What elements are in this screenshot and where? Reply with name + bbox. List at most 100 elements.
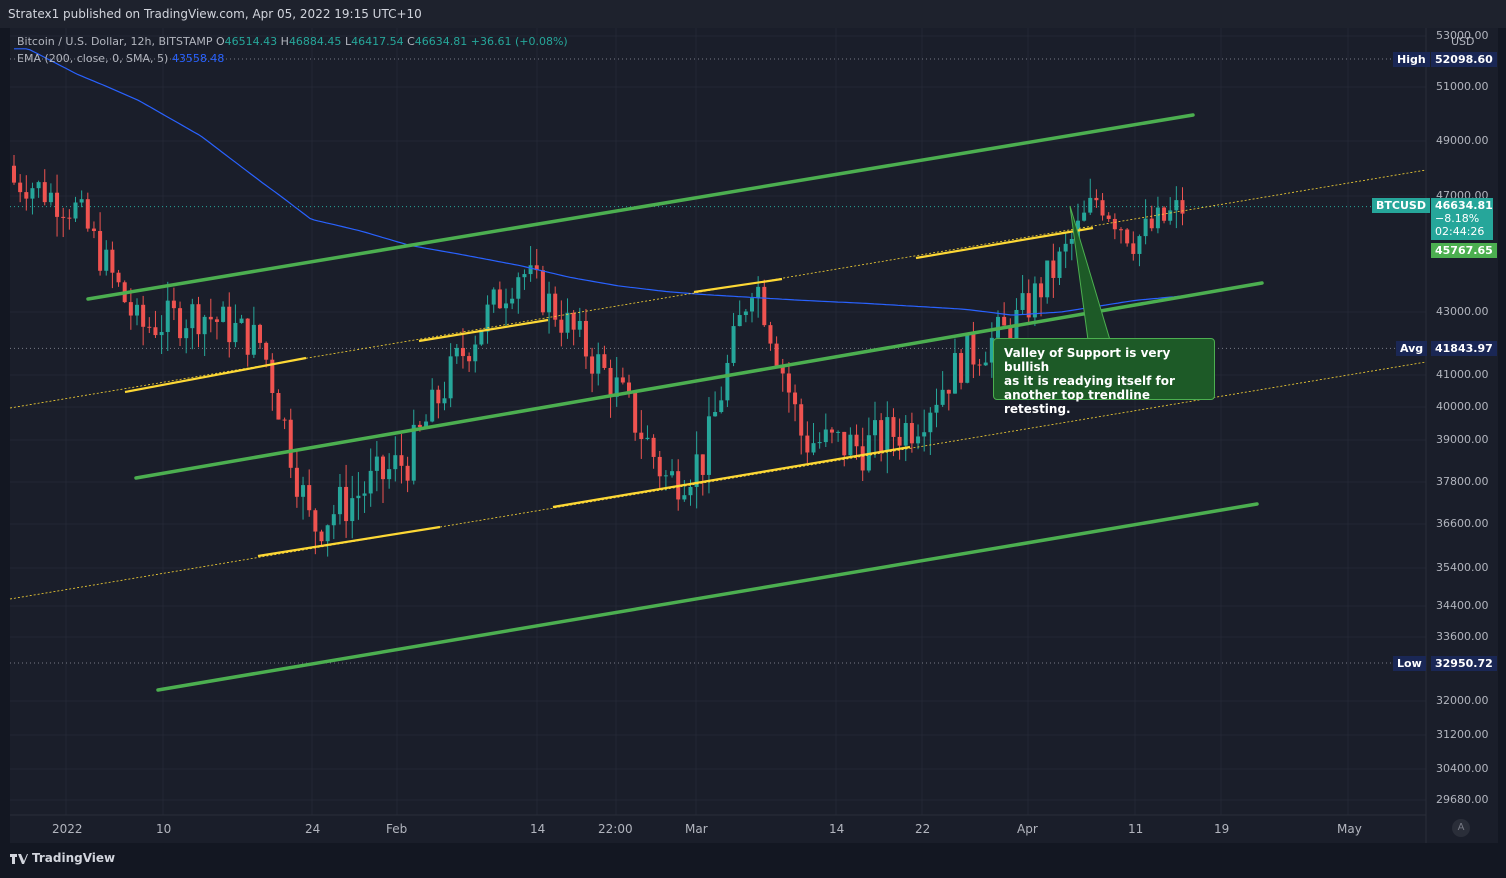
candle-165 xyxy=(1026,279,1031,324)
avg-tag-label: Avg xyxy=(1396,341,1428,356)
date-tick-3: Feb xyxy=(386,822,408,836)
candle-body xyxy=(1125,229,1130,244)
candle-105 xyxy=(657,450,662,490)
candle-104 xyxy=(651,434,656,469)
candle-body xyxy=(202,316,207,335)
close-label: C xyxy=(407,35,415,48)
trendline-drawings xyxy=(9,113,1427,692)
annotation-line-3: another top trendline retesting. xyxy=(1004,388,1150,416)
price-tick-15: 30400.00 xyxy=(1436,762,1489,775)
candle-174 xyxy=(1082,200,1087,222)
candle-body xyxy=(1131,243,1136,254)
symbol-price: 46634.81 xyxy=(1435,199,1493,212)
candle-78 xyxy=(491,287,496,313)
candle-body xyxy=(270,359,275,394)
candle-body xyxy=(128,302,133,316)
ema-label: EMA (200, close, 0, SMA, 5) xyxy=(17,52,169,65)
candle-body xyxy=(208,316,213,320)
annotation-line-2: as it is readying itself for xyxy=(1004,374,1175,388)
candle-body xyxy=(965,334,970,383)
candle-135 xyxy=(842,431,847,467)
candle-92 xyxy=(577,307,582,338)
candle-body xyxy=(184,328,189,339)
candle-body xyxy=(811,443,816,453)
candle-62 xyxy=(393,436,398,482)
candle-39 xyxy=(251,306,256,358)
publish-info: Stratex1 published on TradingView.com, A… xyxy=(8,7,422,21)
candle-29 xyxy=(190,298,195,350)
candle-body xyxy=(959,353,964,383)
candle-72 xyxy=(454,344,459,364)
candle-body xyxy=(1088,197,1093,213)
yellow-support-segment-2 xyxy=(418,318,549,343)
candle-5 xyxy=(42,169,47,206)
candle-11 xyxy=(79,190,84,208)
currency-label[interactable]: USD xyxy=(1451,35,1475,48)
candle-body xyxy=(276,393,281,420)
candle-25 xyxy=(165,281,170,351)
candle-body xyxy=(614,377,619,397)
candle-41 xyxy=(264,341,269,368)
candle-body xyxy=(442,398,447,404)
auto-scale-button[interactable]: A xyxy=(1452,819,1470,837)
yellow-support-segment-4 xyxy=(915,226,1094,260)
candle-body xyxy=(448,356,453,399)
candle-body xyxy=(159,332,164,336)
candle-40 xyxy=(258,323,262,350)
price-tick-14: 31200.00 xyxy=(1436,728,1489,741)
candle-36 xyxy=(233,304,238,348)
candle-170 xyxy=(1057,247,1062,285)
candle-body xyxy=(731,326,736,363)
candle-37 xyxy=(239,314,244,324)
candle-body xyxy=(110,249,115,273)
price-tick-8: 37800.00 xyxy=(1436,475,1489,488)
candle-94 xyxy=(590,347,595,393)
candle-179 xyxy=(1112,213,1117,240)
candle-body xyxy=(1063,243,1068,252)
candle-168 xyxy=(1045,260,1050,304)
candle-27 xyxy=(178,301,183,347)
chart-area[interactable] xyxy=(10,28,1498,843)
candle-82 xyxy=(516,272,521,314)
candle-body xyxy=(178,308,183,339)
candle-body xyxy=(903,423,908,446)
candle-99 xyxy=(620,367,625,385)
candle-body xyxy=(1032,283,1037,318)
candle-body xyxy=(639,432,644,440)
ema-value: 43558.48 xyxy=(171,52,225,65)
candle-body xyxy=(663,475,668,477)
candle-body xyxy=(24,192,29,199)
candle-body xyxy=(18,182,23,193)
candle-body xyxy=(1112,218,1117,230)
close-value: 46634.81 xyxy=(414,35,468,48)
candle-body xyxy=(596,354,601,374)
candle-167 xyxy=(1039,277,1044,317)
dotted-midline-2 xyxy=(9,361,1427,600)
candle-157 xyxy=(977,358,982,376)
candle-90 xyxy=(565,298,570,339)
candle-body xyxy=(239,318,244,323)
candle-114 xyxy=(713,391,718,417)
ema-legend[interactable]: EMA (200, close, 0, SMA, 5) 43558.48 xyxy=(17,52,224,65)
candle-187 xyxy=(1162,206,1167,224)
candle-189 xyxy=(1174,186,1179,229)
candle-body xyxy=(909,423,914,444)
candle-body xyxy=(1094,197,1099,201)
candle-0 xyxy=(12,154,16,185)
candle-1 xyxy=(18,174,23,203)
candle-body xyxy=(141,304,146,327)
tradingview-footer[interactable]: TradingView xyxy=(10,851,115,865)
candle-body xyxy=(657,456,662,477)
annotation-callout[interactable]: Valley of Support is very bullish as it … xyxy=(993,338,1215,416)
candle-body xyxy=(1020,293,1025,310)
candle-127 xyxy=(793,384,798,422)
candle-153 xyxy=(952,338,957,394)
candle-body xyxy=(153,327,158,336)
candle-176 xyxy=(1094,189,1099,208)
candle-16 xyxy=(110,241,115,289)
candle-body xyxy=(768,325,773,344)
candle-152 xyxy=(946,389,951,411)
candle-149 xyxy=(928,407,933,455)
candle-body xyxy=(694,454,699,487)
